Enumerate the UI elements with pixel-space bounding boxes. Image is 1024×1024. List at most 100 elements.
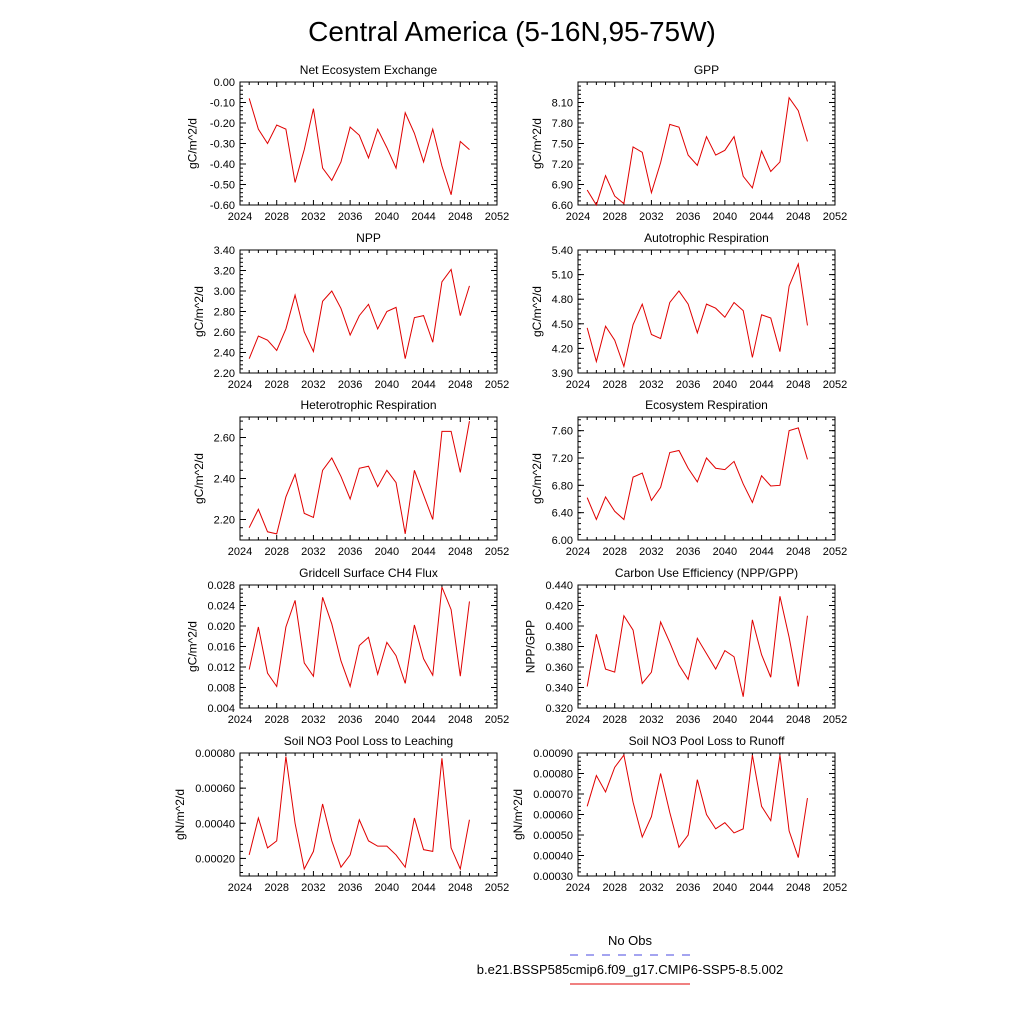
x-tick-label: 2028 (264, 379, 288, 391)
y-tick-label: 0.340 (545, 683, 573, 695)
x-tick-label: 2052 (485, 882, 509, 894)
y-axis-label: gC/m^2/d (186, 621, 200, 672)
x-tick-label: 2040 (375, 714, 399, 726)
x-tick-label: 2040 (375, 882, 399, 894)
y-tick-label: 7.20 (552, 159, 573, 171)
x-tick-label: 2036 (338, 211, 362, 223)
x-tick-label: 2024 (566, 714, 590, 726)
x-tick-label: 2028 (602, 379, 626, 391)
y-tick-label: 2.80 (214, 307, 235, 319)
x-tick-label: 2044 (411, 546, 435, 558)
x-tick-label: 2044 (411, 379, 435, 391)
x-tick-label: 2052 (823, 714, 847, 726)
y-tick-label: 6.90 (552, 180, 573, 192)
x-tick-label: 2052 (485, 546, 509, 558)
y-tick-label: 0.00080 (533, 769, 573, 781)
x-tick-label: 2040 (713, 379, 737, 391)
y-axis-label: NPP/GPP (524, 620, 538, 673)
y-tick-label: -0.50 (210, 180, 235, 192)
x-tick-label: 2044 (411, 882, 435, 894)
x-tick-label: 2044 (749, 211, 773, 223)
x-tick-label: 2032 (301, 546, 325, 558)
y-axis-label: gN/m^2/d (511, 789, 525, 840)
x-tick-label: 2028 (264, 714, 288, 726)
panel-1: Net Ecosystem Exchange 2024 2028 2032 2036 20… (186, 63, 510, 223)
y-tick-label: -0.20 (210, 118, 235, 130)
y-tick-label: 2.20 (214, 368, 235, 380)
x-tick-label: 2036 (338, 546, 362, 558)
y-tick-label: -0.30 (210, 139, 235, 151)
panel-title: Heterotrophic Respiration (300, 398, 436, 412)
x-tick-label: 2028 (264, 211, 288, 223)
x-tick-label: 2052 (485, 379, 509, 391)
legend-label-obs: No Obs (608, 933, 653, 948)
y-tick-label: 0.400 (545, 621, 573, 633)
x-tick-label: 2028 (264, 546, 288, 558)
y-tick-label: 0.016 (207, 642, 235, 654)
x-tick-label: 2032 (639, 714, 663, 726)
y-tick-label: 0.012 (207, 662, 235, 674)
x-tick-label: 2024 (566, 379, 590, 391)
x-tick-label: 2040 (713, 211, 737, 223)
plot-frame (577, 81, 836, 206)
x-tick-label: 2052 (823, 211, 847, 223)
figure-title: Central America (5-16N,95-75W) (308, 16, 716, 47)
x-tick-label: 2052 (823, 546, 847, 558)
x-tick-label: 2032 (639, 882, 663, 894)
y-tick-label: 7.60 (552, 426, 573, 438)
plot-frame (239, 81, 498, 206)
x-tick-label: 2048 (448, 546, 472, 558)
y-axis-label: gC/m^2/d (530, 118, 544, 169)
plot-frame (239, 752, 498, 877)
y-tick-label: 8.10 (552, 98, 573, 110)
series-line (248, 98, 470, 195)
panel-3: NPP 2024 2028 2032 2036 2040 2044 2048 2052 2.20 2… (192, 231, 509, 391)
y-tick-label: 0.024 (207, 601, 235, 613)
y-axis-label: gC/m^2/d (530, 453, 544, 504)
y-tick-label: 3.00 (214, 286, 235, 298)
panel-6: Ecosystem Respiration 2024 2028 2032 2036 204… (530, 398, 847, 558)
panel-5: Heterotrophic Respiration 2024 2028 2032 203… (192, 398, 509, 558)
series-line (248, 268, 470, 359)
panels: Net Ecosystem Exchange 2024 2028 2032 2036 20… (173, 63, 847, 894)
x-tick-label: 2048 (448, 714, 472, 726)
y-tick-label: -0.10 (210, 98, 235, 110)
y-tick-label: 2.60 (214, 327, 235, 339)
x-tick-label: 2048 (786, 882, 810, 894)
x-tick-label: 2044 (749, 882, 773, 894)
series-line (586, 596, 808, 697)
y-tick-label: 7.20 (552, 453, 573, 465)
y-tick-label: 0.00070 (533, 789, 573, 801)
panel-title: NPP (356, 231, 381, 245)
x-tick-label: 2044 (749, 379, 773, 391)
panel-title: Soil NO3 Pool Loss to Runoff (629, 734, 786, 748)
y-tick-label: 3.20 (214, 266, 235, 278)
y-tick-label: 2.60 (214, 433, 235, 445)
y-axis-label: gC/m^2/d (192, 286, 206, 337)
x-tick-label: 2024 (228, 211, 252, 223)
x-tick-label: 2044 (411, 211, 435, 223)
x-tick-label: 2052 (823, 379, 847, 391)
x-tick-label: 2040 (713, 714, 737, 726)
x-tick-label: 2024 (566, 546, 590, 558)
x-tick-label: 2044 (411, 714, 435, 726)
y-tick-label: 0.440 (545, 580, 573, 592)
x-tick-label: 2036 (676, 379, 700, 391)
series-line (586, 262, 808, 369)
x-tick-label: 2040 (375, 379, 399, 391)
y-tick-label: 2.20 (214, 515, 235, 527)
x-tick-label: 2024 (228, 714, 252, 726)
y-tick-label: 0.00 (214, 77, 235, 89)
y-axis-label: gC/m^2/d (530, 286, 544, 337)
y-tick-label: 4.20 (552, 343, 573, 355)
x-tick-label: 2036 (338, 882, 362, 894)
y-tick-label: 0.00090 (533, 748, 573, 760)
x-tick-label: 2052 (823, 882, 847, 894)
x-tick-label: 2032 (301, 211, 325, 223)
y-tick-label: 7.80 (552, 118, 573, 130)
y-tick-label: 0.00040 (195, 818, 235, 830)
series-line (586, 96, 808, 207)
x-tick-label: 2048 (786, 211, 810, 223)
y-tick-label: 0.360 (545, 662, 573, 674)
